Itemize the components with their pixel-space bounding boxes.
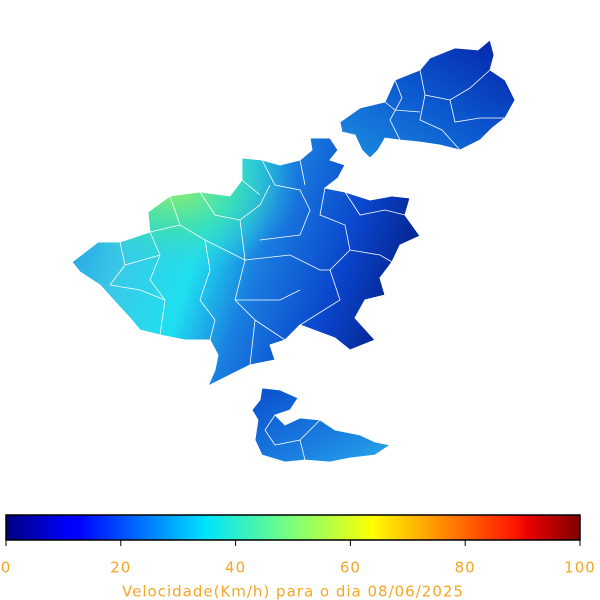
colorbar-tick-label: 60	[340, 559, 361, 577]
colorbar-tick-label: 0	[1, 559, 12, 577]
colorbar-tick-label: 100	[564, 559, 596, 577]
region-green-overlay	[71, 137, 421, 387]
colorbar-label: Velocidade(Km/h) para o dia 08/06/2025	[122, 583, 464, 600]
colorbar-gradient	[5, 514, 581, 541]
colorbar: Velocidade(Km/h) para o dia 08/06/2025 0…	[1, 514, 596, 600]
region-borders	[109, 159, 406, 366]
colorbar-tick-label: 20	[110, 559, 131, 577]
region-borders	[264, 414, 321, 461]
region-northeast	[339, 39, 516, 159]
region-south	[251, 387, 392, 463]
map	[71, 39, 516, 463]
colorbar-tick-label: 40	[225, 559, 246, 577]
colorbar-tick-label: 80	[455, 559, 476, 577]
region-borders	[384, 69, 505, 151]
